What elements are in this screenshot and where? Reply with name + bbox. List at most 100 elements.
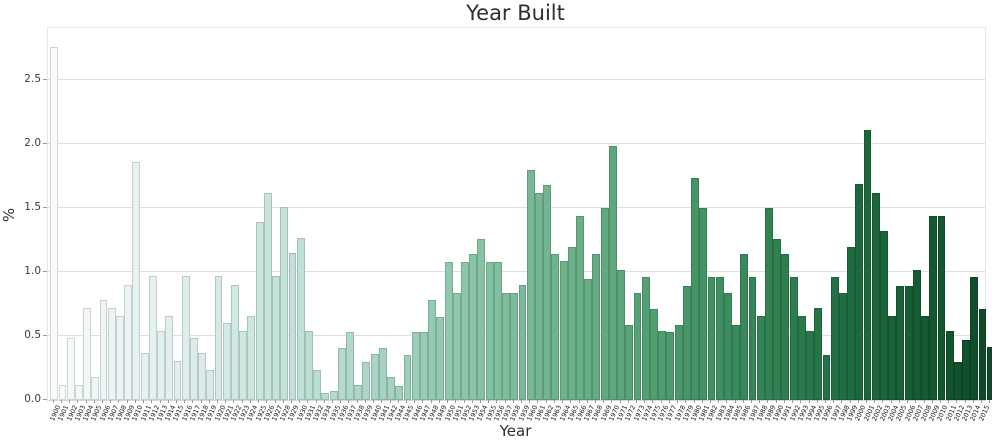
gridline [48,79,985,80]
x-tick-mark [619,400,621,403]
x-tick-mark [709,400,711,403]
bar-1957 [502,293,511,400]
bar-1949 [436,317,445,400]
bar-1970 [608,146,617,400]
bar-1975 [649,309,658,400]
bar-1925 [255,222,264,400]
x-tick-mark [52,400,54,403]
x-tick-mark [159,400,161,403]
bar-1938 [354,385,363,400]
x-tick-mark [890,400,892,403]
x-tick-mark [225,400,227,403]
x-tick-mark [208,400,210,403]
x-tick-mark [167,400,169,403]
bar-1981 [699,208,708,400]
bar-1905 [91,377,100,400]
x-tick-mark [964,400,966,403]
x-tick-mark [898,400,900,403]
x-tick-mark [849,400,851,403]
bar-2006 [904,286,913,400]
x-tick-mark [143,400,145,403]
bar-1904 [83,308,92,400]
bar-1935 [329,391,338,400]
x-tick-mark [783,400,785,403]
x-tick-mark [299,400,301,403]
bar-1929 [288,253,297,400]
y-axis-label: % [0,207,18,223]
x-tick-mark [594,400,596,403]
x-tick-mark [866,400,868,403]
bar-1939 [362,362,371,400]
bar-2008 [921,316,929,400]
x-tick-mark [808,400,810,403]
bar-1900 [50,47,59,400]
bar-1967 [584,279,593,400]
bar-1974 [641,277,650,400]
bar-1984 [723,293,732,400]
bar-1928 [280,207,289,400]
x-tick-mark [611,400,613,403]
x-tick-mark [685,400,687,403]
bar-2004 [888,316,897,400]
x-tick-mark [323,400,325,403]
bar-1969 [600,208,609,400]
x-tick-mark [882,400,884,403]
x-tick-mark [85,400,87,403]
x-tick-mark [726,400,728,403]
x-tick-mark [742,400,744,403]
x-tick-mark [414,400,416,403]
bar-1992 [789,277,798,400]
bar-1932 [313,370,322,400]
y-tick-mark [43,79,47,80]
bar-2003 [880,231,888,400]
bar-1927 [272,276,280,400]
bar-1913 [157,331,165,400]
x-tick-mark [915,400,917,403]
x-tick-mark [767,400,769,403]
bar-1920 [214,276,223,400]
bar-1944 [395,386,404,400]
x-tick-mark [907,400,909,403]
y-tick-mark [43,271,47,272]
bar-1958 [510,293,519,400]
bar-1962 [543,185,552,400]
bar-1987 [748,277,757,400]
bar-1989 [765,208,773,400]
bar-1910 [132,162,141,400]
y-tick-label: 2.0 [24,137,41,149]
bar-1960 [526,170,535,400]
x-tick-mark [570,400,572,403]
bar-1914 [165,316,174,400]
bar-1996 [822,355,831,400]
x-tick-mark [397,400,399,403]
bar-1954 [477,239,486,400]
bar-1907 [107,308,116,400]
y-tick-label: 2.5 [24,73,41,85]
bar-1934 [321,393,330,400]
bar-1915 [173,361,182,400]
bar-1918 [198,353,207,400]
x-axis-label: Year [499,422,532,440]
bar-1947 [419,332,428,400]
bar-1941 [378,348,387,400]
bar-1909 [124,285,133,400]
bar-1988 [756,316,765,400]
x-tick-mark [636,400,637,403]
x-tick-mark [77,400,79,403]
x-tick-mark [373,400,375,403]
x-tick-mark [759,400,761,403]
x-tick-mark [69,400,71,403]
bar-1986 [740,254,749,400]
bar-2012 [953,362,962,400]
bar-1942 [387,377,395,400]
gridline [48,143,985,144]
y-tick-label: 1.0 [24,265,41,277]
x-tick-mark [586,400,588,403]
x-tick-mark [537,400,539,403]
x-tick-mark [266,400,268,403]
gridline [48,271,985,272]
x-tick-mark [110,400,112,403]
x-tick-mark [668,400,670,403]
x-tick-mark [939,400,941,403]
bar-2002 [871,193,880,400]
